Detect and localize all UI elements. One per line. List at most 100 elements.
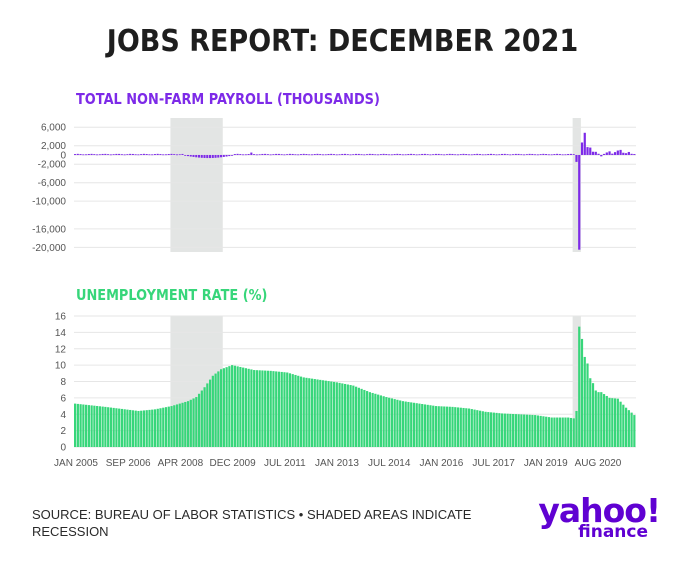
payroll-bar: [407, 153, 410, 155]
unemployment-bar: [371, 392, 374, 447]
payroll-bar: [377, 154, 380, 156]
payroll-bar: [498, 154, 501, 156]
payroll-bar: [338, 154, 341, 156]
payroll-bar: [332, 154, 336, 155]
payroll-y-tick-label: 0: [60, 150, 66, 161]
unemployment-bar: [401, 401, 405, 447]
unemployment-bar: [98, 406, 101, 447]
unemployment-bar: [275, 371, 278, 447]
unemployment-bar: [476, 410, 479, 447]
payroll-bar: [547, 154, 550, 156]
unemployment-bar: [228, 366, 231, 447]
payroll-bar: [294, 154, 297, 156]
payroll-bar: [440, 154, 443, 156]
payroll-bar: [470, 154, 473, 156]
unemployment-bar: [360, 388, 363, 447]
payroll-bar: [434, 153, 437, 155]
unemployment-bar: [330, 381, 333, 447]
payroll-bar: [374, 154, 377, 156]
unemployment-bar: [613, 398, 617, 447]
unemployment-bar: [594, 390, 597, 447]
payroll-bar: [225, 154, 228, 157]
payroll-bar: [134, 154, 137, 156]
payroll-bar: [175, 154, 178, 156]
unemployment-bar: [104, 406, 107, 447]
payroll-bar: [558, 154, 561, 155]
payroll-bar: [173, 154, 176, 155]
unemployment-bar: [578, 326, 581, 447]
payroll-bar: [534, 154, 537, 156]
unemployment-bar: [181, 402, 184, 447]
unemployment-bar: [319, 379, 322, 447]
payroll-bar: [189, 154, 192, 157]
unemployment-bar: [412, 402, 416, 447]
unemployment-bar: [542, 416, 545, 447]
unemployment-bar: [242, 367, 245, 447]
unemployment-bar: [580, 338, 584, 447]
payroll-bar: [487, 153, 490, 155]
payroll-bar: [220, 154, 223, 158]
unemployment-bar: [258, 370, 261, 447]
unemployment-bar: [547, 417, 551, 447]
unemployment-bar: [327, 381, 330, 447]
payroll-bar: [310, 154, 313, 156]
unemployment-bar: [239, 366, 242, 447]
unemployment-bar: [231, 365, 234, 447]
payroll-bar: [597, 153, 600, 155]
payroll-bar: [203, 154, 206, 158]
payroll-bar: [131, 153, 134, 155]
payroll-bar: [266, 154, 269, 155]
unemployment-bar: [305, 377, 308, 447]
unemployment-bar: [140, 410, 143, 447]
unemployment-bar: [332, 381, 336, 447]
payroll-bar: [137, 154, 140, 156]
payroll-bar: [412, 154, 415, 155]
unemployment-bar: [539, 415, 542, 447]
payroll-bar: [633, 154, 636, 155]
unemployment-bar: [506, 413, 509, 447]
payroll-bar: [473, 154, 476, 155]
unemployment-bar: [489, 412, 493, 447]
payroll-bar: [239, 154, 242, 155]
payroll-y-tick-label: -16,000: [32, 224, 66, 235]
unemployment-bar: [630, 412, 633, 447]
payroll-bar: [531, 153, 534, 155]
payroll-bar: [142, 153, 145, 155]
unemployment-bar: [467, 408, 471, 447]
payroll-bar: [343, 153, 347, 155]
payroll-bar: [321, 154, 325, 156]
payroll-bar: [118, 153, 121, 155]
unemployment-bar: [297, 375, 300, 447]
unemployment-bar: [498, 413, 501, 447]
unemployment-bar: [120, 408, 124, 447]
payroll-bar: [478, 154, 482, 155]
payroll-bar: [589, 147, 592, 155]
unemployment-bar: [280, 371, 283, 447]
payroll-bar: [115, 153, 118, 155]
unemployment-bar: [324, 380, 327, 447]
payroll-chart-title: TOTAL NON-FARM PAYROLL (THOUSANDS): [76, 90, 380, 108]
unemployment-bar: [495, 412, 498, 447]
payroll-bar: [211, 154, 214, 158]
page-title: JOBS REPORT: DECEMBER 2021: [106, 24, 579, 59]
x-tick-label: JUL 2011: [264, 458, 306, 469]
payroll-bar: [286, 154, 289, 155]
unemployment-bar: [575, 410, 578, 447]
unemployment-bar: [316, 379, 319, 447]
payroll-bar: [250, 152, 253, 155]
unemployment-bar: [569, 417, 573, 447]
payroll-bar: [231, 154, 234, 156]
payroll-bar: [151, 154, 154, 156]
payroll-bar: [153, 154, 156, 155]
payroll-bar: [506, 154, 509, 155]
payroll-bar: [630, 153, 633, 155]
unemployment-bar: [79, 404, 82, 447]
payroll-bar: [244, 154, 247, 156]
unemployment-bar: [465, 408, 468, 447]
payroll-bar: [299, 154, 302, 155]
unemployment-bar: [421, 404, 424, 447]
payroll-bar: [107, 154, 110, 155]
x-tick-label: JUL 2017: [472, 458, 515, 469]
payroll-y-tick-label: -10,000: [32, 197, 66, 208]
payroll-bar: [445, 154, 448, 155]
